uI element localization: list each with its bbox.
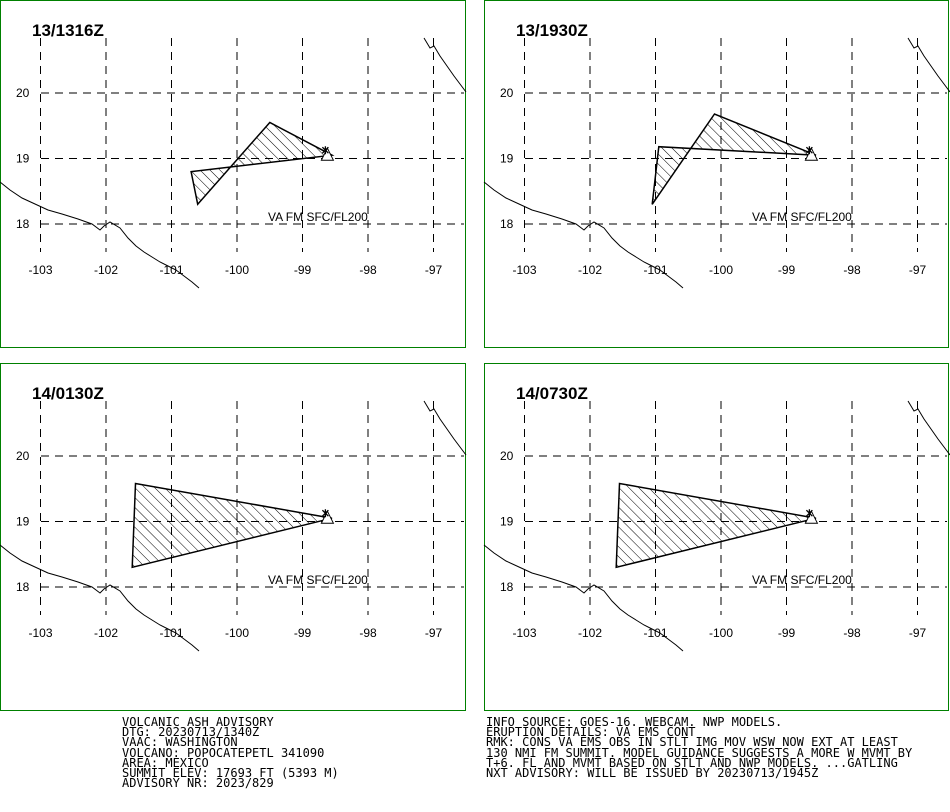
longitude-label: -102 [578,263,602,277]
longitude-label: -97 [425,626,443,640]
ash-cloud-polygon [615,482,817,569]
forecast-panel-4: -103 -102 -101 -100 -99 -98 -97 20 19 18 14/0730Z V… [483,363,950,711]
advisory-line: 130 NMI FM SUMMIT. MODEL GUIDANCE SUGGES… [486,745,913,760]
latitude-label: 20 [16,86,30,100]
panel-frame [484,0,949,348]
advisory-line: SUMMIT ELEV: 17693 FT (5393 M) [122,765,339,780]
longitude-label: -101 [159,626,183,640]
panel-time-label: 13/1316Z [32,21,104,40]
latitude-label: 20 [16,449,30,463]
advisory-line: T+6. FL AND MVMT BASED ON STLT AND NWP M… [486,755,898,770]
advisory-line: VOLCANIC ASH ADVISORY [122,715,274,729]
advisory-line: ADVISORY NR: 2023/829 [122,776,274,791]
ash-altitude-label: VA FM SFC/FL200 [752,573,852,587]
coastline [0,181,200,289]
eruption-icon [805,146,813,155]
longitude-label: -98 [359,626,377,640]
ash-altitude-label: VA FM SFC/FL200 [268,573,368,587]
coastline [423,37,467,93]
volcano-icon [320,147,335,161]
latitude-label: 18 [16,580,30,594]
longitude-label: -100 [709,626,733,640]
longitude-label: -103 [28,263,52,277]
coastline [0,544,200,652]
volcano-icon [804,147,819,161]
eruption-icon [321,146,329,155]
longitude-label: -103 [28,626,52,640]
advisory-line: VAAC: WASHINGTON [122,735,238,750]
advisory-line: AREA: MEXICO [122,755,209,770]
longitude-label: -99 [778,626,796,640]
longitude-label: -97 [909,263,927,277]
longitude-label: -97 [425,263,443,277]
longitude-label: -97 [909,626,927,640]
longitude-label: -101 [643,263,667,277]
eruption-icon [805,509,813,518]
longitude-label: -99 [778,263,796,277]
longitude-label: -98 [843,626,861,640]
advisory-remarks: INFO SOURCE: GOES-16. WEBCAM. NWP MODELS… [486,715,913,780]
latitude-label: 20 [500,449,514,463]
longitude-label: -98 [843,263,861,277]
latitude-label: 19 [500,515,514,529]
advisory-line: VOLCANO: POPOCATEPETL 341090 [122,745,325,760]
panel-time-label: 14/0130Z [32,384,104,403]
longitude-label: -98 [359,263,377,277]
coastline [907,37,950,93]
coastline [483,544,684,652]
volcano-icon [804,510,819,524]
longitude-label: -103 [512,263,536,277]
coastline [907,400,950,456]
longitude-label: -103 [512,626,536,640]
longitude-label: -102 [94,263,118,277]
forecast-panel-3: -103 -102 -101 -100 -99 -98 -97 20 19 18 14/0130Z V… [0,363,467,711]
eruption-icon [321,509,329,518]
advisory-line: INFO SOURCE: GOES-16. WEBCAM. NWP MODELS… [486,715,783,729]
advisory-line: DTG: 20230713/1340Z [122,725,260,740]
advisory-line: ERUPTION DETAILS: VA EMS CONT [486,725,696,740]
latitude-label: 19 [16,152,30,166]
panel-time-label: 14/0730Z [516,384,588,403]
panel-time-label: 13/1930Z [516,21,588,40]
latitude-label: 19 [500,152,514,166]
ash-altitude-label: VA FM SFC/FL200 [268,210,368,224]
ash-cloud-polygon [131,482,333,569]
longitude-label: -99 [294,626,312,640]
longitude-label: -100 [709,263,733,277]
longitude-label: -101 [159,263,183,277]
latitude-label: 20 [500,86,514,100]
advisory-line: RMK: CONS VA EMS OBS IN STLT IMG MOV WSW… [486,735,898,750]
latitude-label: 18 [16,217,30,231]
latitude-label: 18 [500,580,514,594]
longitude-label: -100 [225,626,249,640]
latitude-label: 18 [500,217,514,231]
advisory-details: VOLCANIC ASH ADVISORY DTG: 20230713/1340Z… [122,715,339,791]
coastline [423,400,467,456]
advisory-line: NXT ADVISORY: WILL BE ISSUED BY 20230713… [486,765,819,780]
ash-cloud-polygon [190,121,335,206]
panel-frame [0,0,466,348]
longitude-label: -99 [294,263,312,277]
longitude-label: -102 [578,626,602,640]
latitude-label: 19 [16,515,30,529]
longitude-label: -101 [643,626,667,640]
forecast-panel-2: -103 -102 -101 -100 -99 -98 -97 20 19 18 13/1930Z V… [483,0,950,348]
ash-cloud-polygon [651,113,817,205]
longitude-label: -100 [225,263,249,277]
forecast-panel-1: -103 -102 -101 -100 -99 -98 -97 20 19 18 13/1316Z V… [0,0,467,348]
ash-altitude-label: VA FM SFC/FL200 [752,210,852,224]
coastline [483,181,684,289]
longitude-label: -102 [94,626,118,640]
volcano-icon [320,510,335,524]
